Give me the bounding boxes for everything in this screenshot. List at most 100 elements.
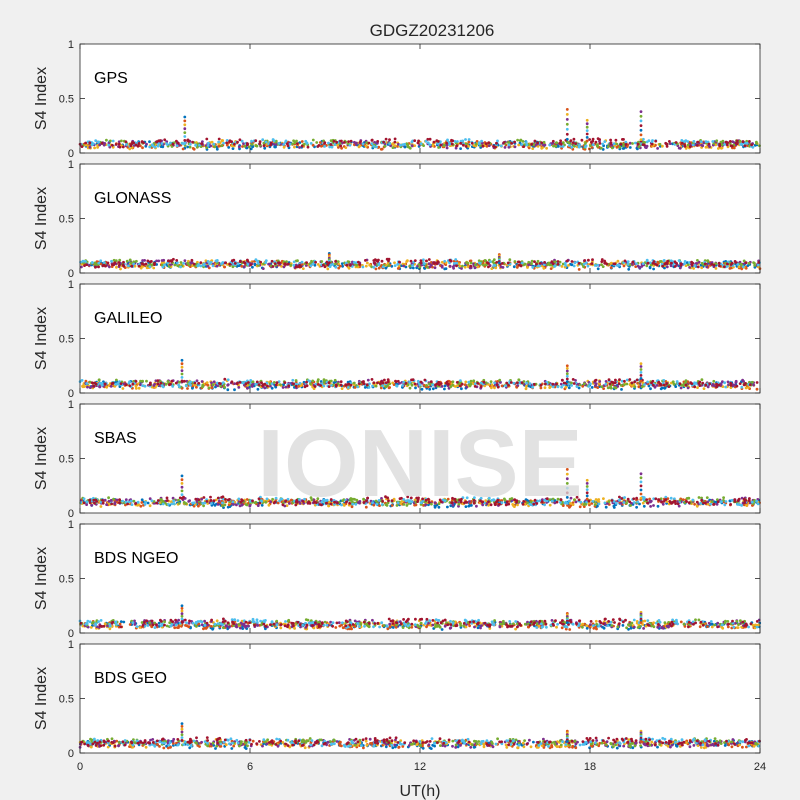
data-point: [737, 497, 741, 501]
data-point: [614, 501, 618, 505]
data-point: [699, 502, 702, 505]
plot-area: [80, 164, 760, 273]
data-point: [385, 257, 389, 261]
data-point: [384, 137, 388, 141]
data-point: [85, 500, 89, 504]
data-point: [376, 381, 379, 385]
data-point: [619, 502, 623, 505]
data-point: [704, 145, 708, 149]
data-point: [236, 381, 239, 385]
data-point: [370, 142, 374, 146]
data-point: [484, 142, 488, 146]
data-point: [516, 381, 519, 385]
data-point: [540, 141, 543, 145]
data-point: [137, 142, 141, 145]
data-point: [643, 383, 646, 386]
data-point: [160, 261, 164, 265]
data-point: [743, 144, 747, 148]
data-point: [610, 146, 614, 150]
data-point: [80, 265, 83, 269]
data-point: [340, 387, 344, 390]
data-point: [734, 381, 738, 384]
data-point: [637, 145, 641, 149]
data-point: [733, 260, 737, 263]
data-point: [750, 500, 754, 504]
data-point: [719, 140, 723, 144]
data-point: [473, 385, 477, 388]
data-point: [246, 259, 250, 263]
data-point: [645, 144, 649, 148]
data-point: [263, 386, 267, 390]
data-point: [393, 264, 397, 267]
data-point: [683, 262, 686, 266]
data-point: [94, 265, 97, 269]
data-point: [622, 383, 626, 387]
data-point: [654, 262, 657, 266]
data-point: [327, 141, 330, 145]
data-point: [748, 497, 751, 500]
data-point: [564, 264, 567, 267]
spike-point: [639, 138, 643, 142]
data-point: [183, 379, 186, 383]
data-point: [567, 264, 570, 267]
data-point: [695, 500, 699, 504]
data-point: [247, 381, 250, 384]
data-point: [530, 259, 534, 263]
data-point: [188, 143, 192, 146]
data-point: [717, 147, 720, 150]
spike-point: [585, 129, 589, 133]
data-point: [520, 143, 524, 146]
data-point: [296, 259, 299, 263]
data-point: [298, 381, 302, 385]
data-point: [356, 385, 360, 389]
data-point: [170, 145, 174, 148]
data-point: [82, 501, 86, 505]
data-point: [235, 503, 238, 507]
data-point: [200, 142, 204, 146]
data-point: [499, 144, 503, 148]
data-point: [728, 142, 732, 145]
data-point: [90, 261, 94, 264]
data-point: [220, 144, 224, 148]
data-point: [651, 379, 655, 383]
data-point: [609, 142, 613, 146]
data-point: [300, 260, 304, 264]
data-point: [566, 259, 569, 263]
data-point: [435, 382, 439, 386]
data-point: [322, 384, 326, 388]
data-point: [153, 261, 156, 265]
data-point: [201, 385, 204, 389]
data-point: [716, 500, 720, 504]
data-point: [584, 145, 587, 149]
data-point: [635, 505, 638, 509]
spike-point: [565, 132, 569, 136]
data-point: [182, 262, 186, 265]
data-point: [590, 140, 593, 144]
spike-point: [565, 369, 569, 373]
data-point: [654, 497, 658, 501]
data-point: [720, 146, 723, 150]
data-point: [241, 381, 244, 385]
data-point: [698, 384, 702, 387]
data-point: [287, 262, 290, 266]
data-point: [451, 380, 455, 384]
data-point: [536, 141, 540, 145]
data-point: [124, 140, 128, 144]
data-point: [699, 140, 703, 144]
data-point: [145, 379, 148, 383]
data-point: [338, 142, 342, 145]
data-point: [680, 141, 684, 145]
data-point: [399, 143, 402, 147]
data-point: [691, 143, 695, 147]
data-point: [613, 262, 617, 266]
data-point: [240, 498, 244, 501]
data-point: [328, 265, 332, 268]
y-tick-label: 1: [68, 39, 74, 51]
data-point: [518, 263, 521, 267]
data-point: [668, 142, 672, 146]
data-point: [725, 262, 729, 266]
data-point: [210, 140, 214, 144]
data-point: [254, 139, 258, 143]
data-point: [293, 141, 297, 145]
data-point: [233, 262, 237, 265]
